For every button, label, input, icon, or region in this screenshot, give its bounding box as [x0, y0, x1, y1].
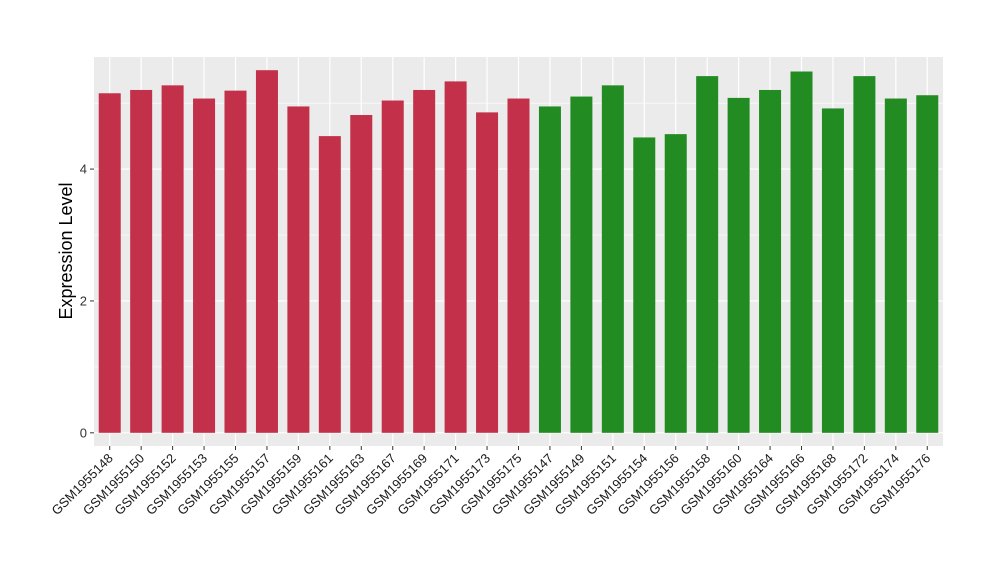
bar-GSM1955151: [601, 85, 624, 433]
bar-GSM1955152: [161, 85, 184, 433]
bar-GSM1955157: [255, 70, 278, 433]
bar-GSM1955155: [224, 90, 247, 433]
bar-GSM1955158: [696, 76, 719, 433]
bar-GSM1955147: [538, 106, 561, 433]
y-axis-title: Expression Level: [56, 182, 76, 319]
y-tick-label: 4: [80, 162, 87, 177]
y-tick-label: 0: [80, 425, 87, 440]
bar-GSM1955173: [476, 112, 499, 433]
bar-GSM1955166: [790, 71, 813, 433]
bar-GSM1955150: [130, 89, 153, 433]
bar-GSM1955168: [821, 108, 844, 433]
y-axis: 0 2 4: [80, 162, 94, 440]
bar-GSM1955172: [853, 76, 876, 433]
bar-GSM1955176: [916, 95, 939, 433]
bars: [98, 70, 939, 433]
bar-GSM1955164: [759, 89, 782, 433]
bar-GSM1955156: [664, 134, 687, 433]
bar-GSM1955175: [507, 98, 530, 433]
bar-GSM1955154: [633, 137, 656, 433]
bar-GSM1955171: [444, 81, 467, 433]
bar-GSM1955160: [727, 97, 750, 433]
bar-GSM1955148: [98, 93, 121, 433]
bar-GSM1955153: [193, 98, 216, 433]
bar-GSM1955167: [381, 100, 404, 433]
x-axis: GSM1955148GSM1955150GSM1955152GSM1955153…: [49, 446, 933, 518]
bar-GSM1955159: [287, 106, 310, 433]
y-tick-label: 2: [80, 293, 87, 308]
bar-GSM1955169: [413, 89, 436, 433]
bar-GSM1955174: [884, 98, 907, 433]
bar-GSM1955161: [318, 136, 341, 433]
bar-GSM1955149: [570, 96, 593, 433]
bar-GSM1955163: [350, 115, 373, 433]
